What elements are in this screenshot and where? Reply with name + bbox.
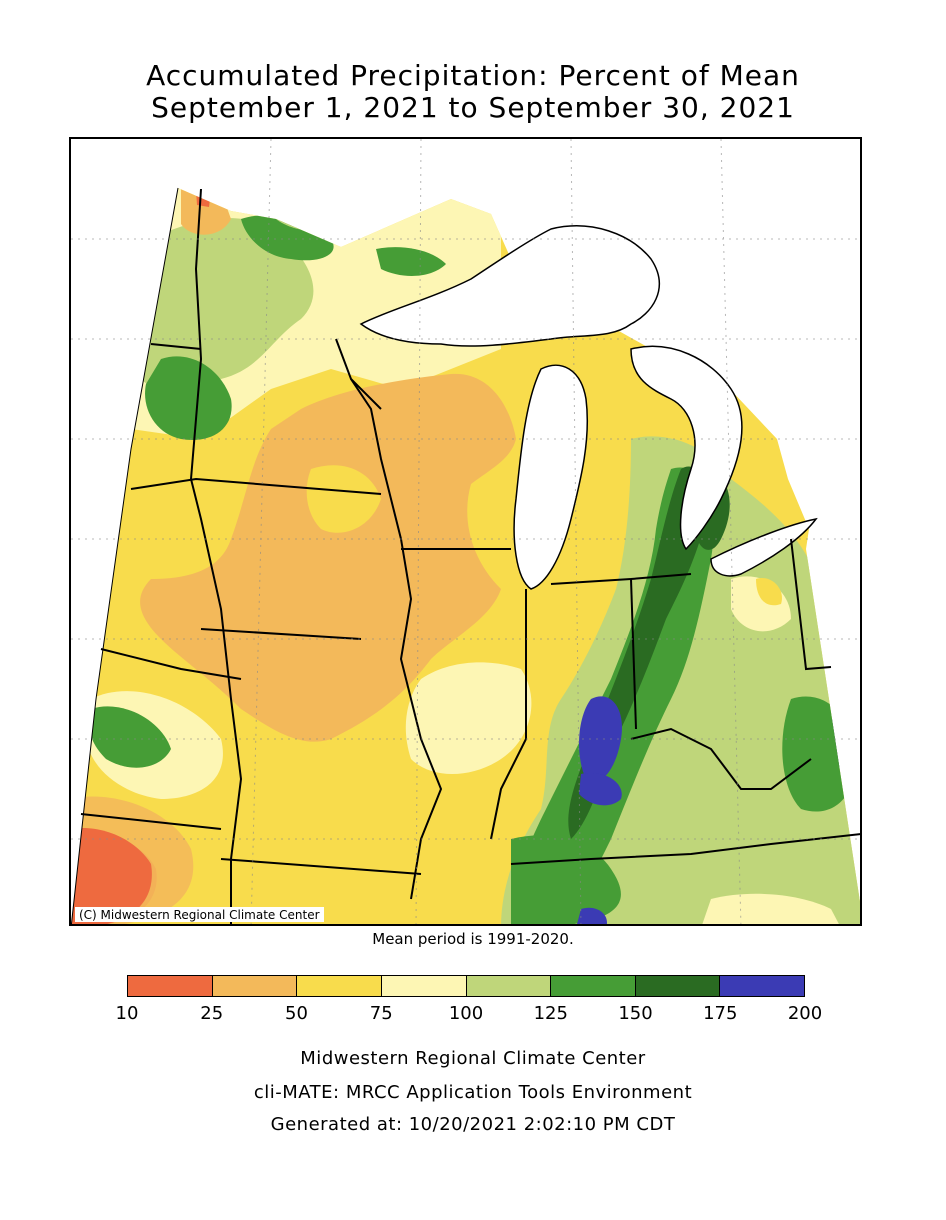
color-legend [127, 975, 805, 997]
legend-swatch [297, 976, 382, 996]
field-125-150-wv [782, 696, 856, 812]
field-125-150-ks [89, 706, 171, 768]
legend-swatch [551, 976, 636, 996]
legend-tick-label: 25 [200, 1003, 224, 1024]
precipitation-map: (C) Midwestern Regional Climate Center [69, 137, 862, 926]
lake-erie [710, 517, 818, 577]
field-25-50-nw [181, 189, 231, 235]
footer-app: cli-MATE: MRCC Application Tools Environ… [253, 1082, 693, 1103]
lake-huron [630, 345, 743, 551]
copyright-label: (C) Midwestern Regional Climate Center [75, 907, 324, 922]
field-125-150-nd [145, 356, 232, 440]
border-mi-oh [630, 573, 692, 580]
legend-tick-label: 125 [533, 1003, 568, 1024]
footer-org: Midwestern Regional Climate Center [300, 1048, 646, 1069]
field-125-150-superior [376, 247, 446, 276]
great-lakes [359, 225, 818, 590]
border-ia-mo [200, 628, 362, 640]
field-75-100-il [405, 662, 532, 774]
lake-superior [359, 225, 661, 347]
border-in-oh [630, 578, 637, 730]
legend-tick-label: 10 [115, 1003, 139, 1024]
legend-swatch [635, 976, 721, 996]
legend-tick-label: 150 [618, 1003, 653, 1024]
footer-generated: Generated at: 10/20/2021 2:02:10 PM CDT [270, 1114, 676, 1135]
border-sd-mn-ia [130, 477, 382, 495]
state-borders [80, 188, 860, 924]
field-10-25-sw-core [71, 828, 152, 924]
legend-tick-label: 175 [703, 1003, 738, 1024]
legend-tick-label: 200 [787, 1003, 823, 1024]
border-mn-dakotas [189, 188, 243, 924]
border-mo-ar [220, 858, 422, 875]
border-ks-ok [80, 813, 222, 830]
legend-swatch [212, 976, 298, 996]
legend-tick-label: 100 [448, 1003, 484, 1024]
field-10-25-nw [196, 191, 211, 207]
border-oh-pa [790, 538, 832, 671]
field-50-75-inner [306, 465, 381, 533]
legend-tick-label: 50 [285, 1003, 308, 1024]
field-175-200-in [579, 696, 622, 782]
border-nd-sd [150, 343, 202, 350]
legend-swatch [128, 976, 213, 996]
legend-swatch [381, 976, 467, 996]
border-il-in [490, 589, 527, 840]
field-175-200-ky [579, 773, 622, 806]
border-ne-ks [100, 648, 242, 680]
lake-michigan [513, 364, 589, 590]
border-in-mi [550, 578, 632, 585]
map-title: Accumulated Precipitation: Percent of Me… [146, 59, 800, 92]
legend-swatch [466, 976, 552, 996]
map-canvas [71, 139, 860, 924]
legend-swatch [720, 976, 804, 996]
border-mississippi [350, 378, 443, 900]
mean-period-note: Mean period is 1991-2020. [372, 930, 574, 948]
border-ky-tn [510, 833, 860, 865]
field-25-50-central [140, 373, 516, 742]
field-50-75-oh [756, 578, 782, 606]
precip-field [71, 188, 860, 924]
border-ohio-river [630, 727, 812, 790]
map-subtitle: September 1, 2021 to September 30, 2021 [151, 91, 795, 124]
field-175-200-tn [576, 907, 607, 924]
field-75-100-se [701, 893, 841, 924]
legend-tick-label: 75 [369, 1003, 393, 1024]
border-mn-wi [335, 338, 382, 410]
